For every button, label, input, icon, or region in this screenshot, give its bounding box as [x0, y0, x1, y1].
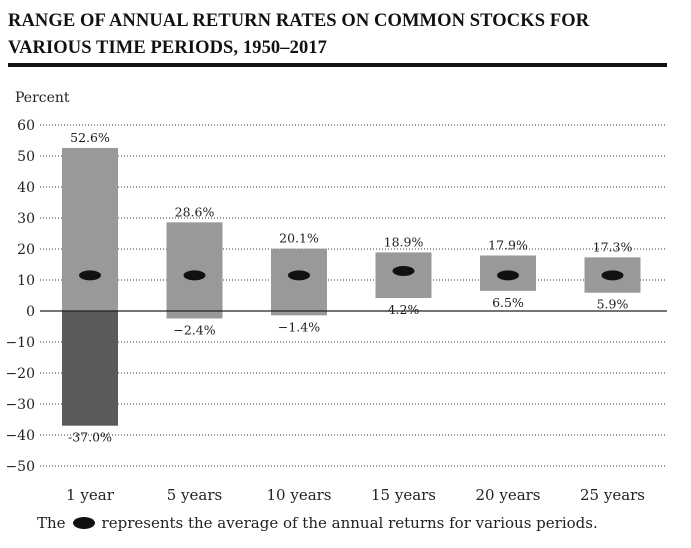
high-value-label: 28.6% — [175, 204, 215, 219]
low-value-label: −1.4% — [278, 319, 320, 334]
range-bar-negative — [62, 311, 118, 426]
high-value-label: 17.9% — [488, 238, 528, 253]
range-bar-negative — [271, 311, 327, 316]
y-tick-label: −50 — [5, 459, 35, 475]
y-tick-label: 20 — [17, 242, 35, 258]
high-value-label: 18.9% — [384, 234, 424, 249]
range-bar-positive — [166, 222, 223, 311]
y-tick-label: 60 — [17, 118, 35, 134]
average-marker — [497, 270, 519, 281]
low-value-label: -37.0% — [68, 430, 112, 445]
x-category-label: 20 years — [475, 486, 540, 504]
x-category-label: 25 years — [580, 486, 645, 504]
average-marker — [288, 270, 310, 281]
average-marker — [392, 266, 415, 277]
y-tick-label: −40 — [5, 428, 35, 444]
y-tick-label: 0 — [26, 304, 35, 320]
high-value-label: 52.6% — [70, 130, 110, 145]
low-value-label: −2.4% — [173, 322, 215, 337]
average-marker — [183, 270, 206, 281]
y-tick-label: 50 — [17, 149, 35, 165]
y-tick-label: 40 — [17, 180, 35, 196]
x-category-label: 5 years — [167, 486, 222, 504]
high-value-label: 17.3% — [593, 239, 633, 254]
range-bar-negative — [166, 311, 223, 319]
x-category-label: 1 year — [66, 486, 115, 504]
footnote-lead: The — [37, 514, 66, 532]
y-tick-label: 10 — [17, 273, 35, 289]
average-marker — [601, 270, 624, 281]
title-rule — [8, 63, 667, 67]
chart-title: RANGE OF ANNUAL RETURN RATES ON COMMON S… — [8, 8, 668, 62]
footnote: The represents the average of the annual… — [37, 514, 598, 532]
chart-title-line-1: RANGE OF ANNUAL RETURN RATES ON COMMON S… — [8, 11, 590, 31]
x-category-label: 10 years — [266, 486, 331, 504]
y-tick-label: −20 — [5, 366, 35, 382]
x-category-label: 15 years — [371, 486, 436, 504]
average-marker — [79, 270, 101, 281]
average-marker-legend-icon — [72, 517, 95, 529]
low-value-label: 4.2% — [388, 302, 420, 317]
chart-title-line-2: VARIOUS TIME PERIODS, 1950–2017 — [8, 38, 328, 58]
y-axis-title: Percent — [15, 90, 70, 106]
range-bar-positive — [62, 147, 118, 311]
high-value-label: 20.1% — [279, 231, 319, 246]
y-tick-label: 30 — [17, 211, 35, 227]
y-tick-label: −10 — [5, 335, 35, 351]
low-value-label: 5.9% — [597, 297, 629, 312]
low-value-label: 6.5% — [492, 295, 524, 310]
y-tick-label: −30 — [5, 397, 35, 413]
footnote-text: represents the average of the annual ret… — [101, 514, 598, 532]
